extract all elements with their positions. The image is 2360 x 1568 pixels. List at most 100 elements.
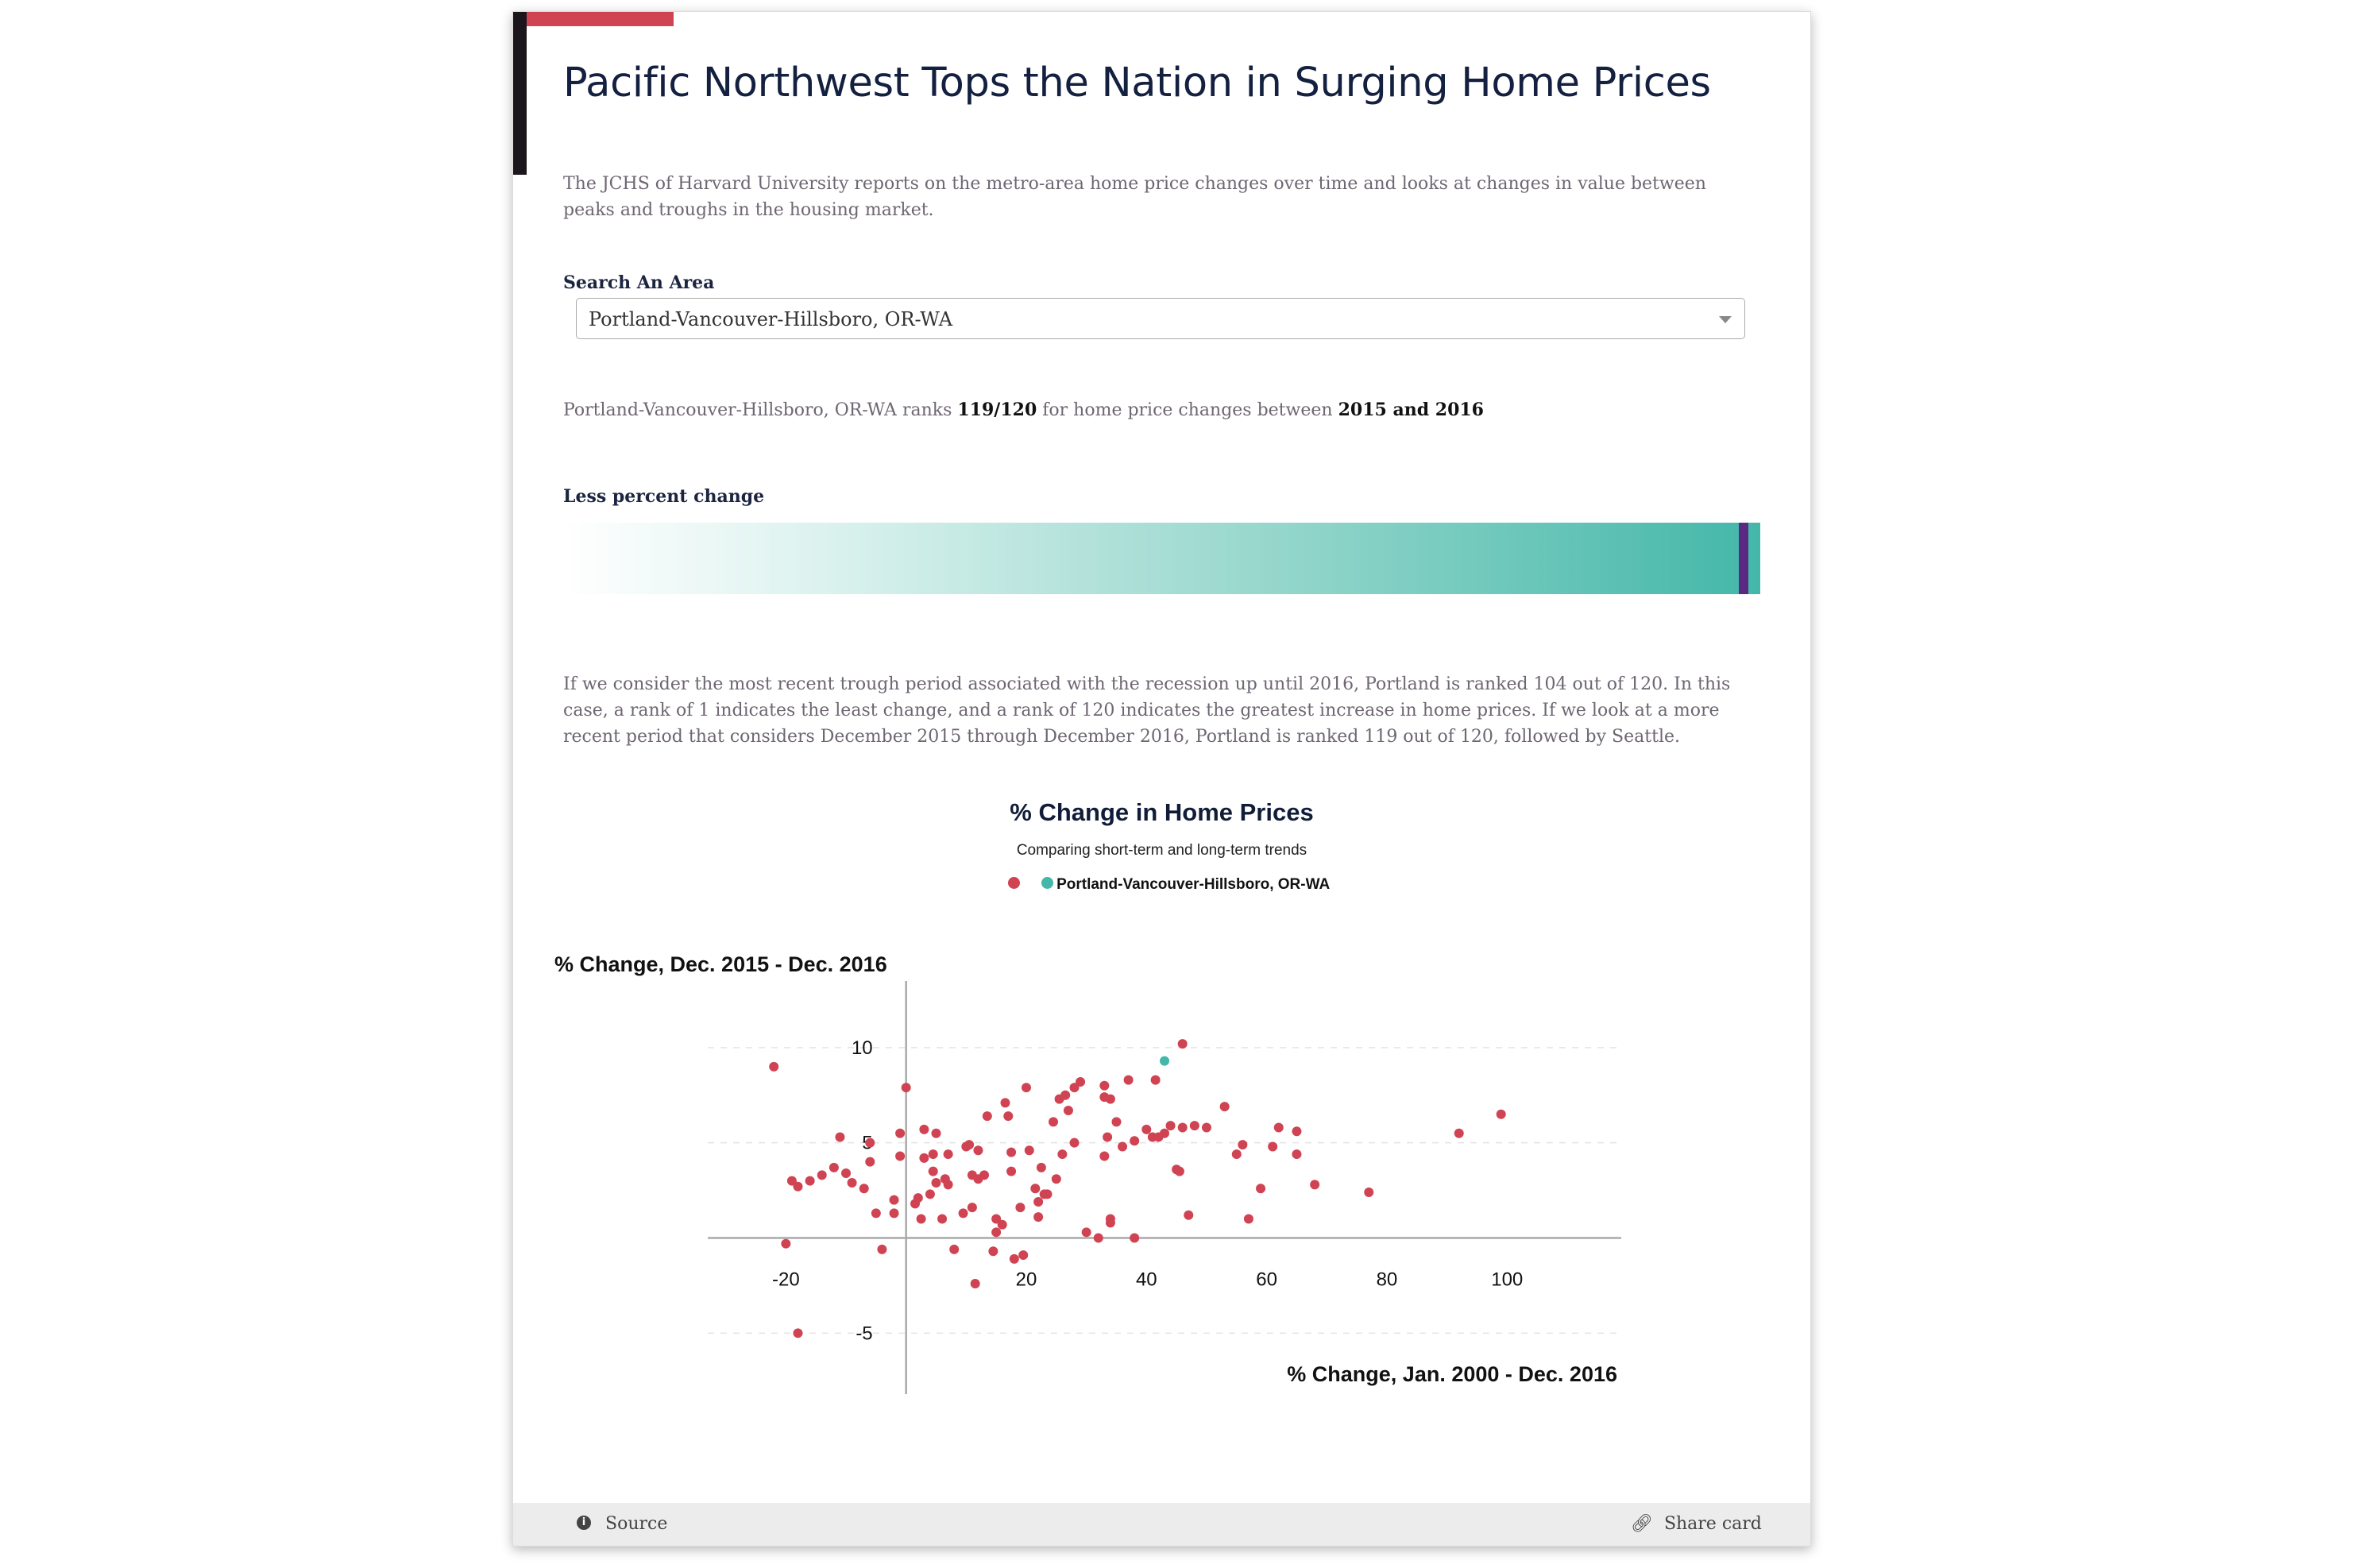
card-footer: i Source 🔗︎ Share card	[513, 1503, 1810, 1546]
gradient-bar-marker	[1739, 523, 1748, 594]
data-point	[937, 1214, 948, 1224]
chart-subtitle: Comparing short-term and long-term trend…	[1016, 842, 1307, 859]
data-point	[928, 1149, 938, 1160]
data-point	[979, 1170, 990, 1180]
rank-ranks-text: ranks	[902, 400, 952, 420]
data-point	[1030, 1184, 1041, 1194]
x-tick-label: 60	[1256, 1269, 1277, 1291]
data-point	[829, 1162, 839, 1172]
data-point	[964, 1140, 975, 1150]
data-point	[1292, 1126, 1302, 1137]
data-point	[1184, 1210, 1194, 1220]
data-point	[1057, 1149, 1068, 1160]
data-point	[865, 1137, 875, 1148]
data-point	[1111, 1117, 1122, 1127]
data-point	[1024, 1145, 1034, 1156]
data-point	[1174, 1166, 1184, 1176]
data-point	[1123, 1075, 1134, 1085]
data-point	[786, 1176, 797, 1186]
data-point	[1130, 1233, 1140, 1243]
data-point	[919, 1153, 929, 1163]
data-point	[1219, 1102, 1230, 1112]
source-label: Source	[605, 1514, 668, 1534]
y-axis-label: % Change, Dec. 2015 - Dec. 2016	[554, 952, 887, 976]
data-point	[1060, 1090, 1071, 1100]
data-point	[1099, 1080, 1110, 1091]
data-point	[895, 1128, 906, 1138]
data-point	[1238, 1140, 1248, 1150]
x-tick-label: -20	[772, 1269, 800, 1291]
info-icon: i	[577, 1516, 591, 1530]
data-point	[1015, 1203, 1025, 1213]
data-point	[1033, 1196, 1044, 1207]
data-point	[1177, 1039, 1188, 1049]
card-title: Pacific Northwest Tops the Nation in Sur…	[563, 60, 1711, 106]
data-point	[1141, 1124, 1152, 1134]
legend-dot-metros[interactable]	[1007, 877, 1020, 890]
data-point	[973, 1145, 983, 1156]
data-point	[847, 1178, 857, 1188]
data-point	[1000, 1098, 1010, 1108]
data-point	[1165, 1121, 1176, 1131]
chevron-down-icon[interactable]	[1719, 316, 1732, 323]
gradient-bar	[563, 523, 1760, 594]
data-point	[871, 1208, 881, 1218]
data-point	[1118, 1141, 1128, 1152]
data-point	[913, 1193, 923, 1203]
y-tick-label: -5	[856, 1323, 872, 1344]
data-point	[988, 1246, 998, 1257]
data-point	[1160, 1128, 1169, 1138]
data-point	[889, 1208, 899, 1218]
data-point	[967, 1203, 977, 1213]
data-point	[919, 1124, 929, 1134]
data-point	[901, 1083, 911, 1093]
data-point	[1006, 1147, 1017, 1157]
data-point	[1256, 1184, 1266, 1194]
data-point	[1003, 1111, 1014, 1122]
data-point	[1051, 1174, 1061, 1184]
y-tick-label: 10	[852, 1037, 873, 1059]
data-point	[1105, 1218, 1115, 1228]
data-point	[817, 1170, 827, 1180]
data-point	[1130, 1136, 1140, 1146]
data-point	[865, 1157, 875, 1167]
data-point	[895, 1151, 906, 1161]
legend-dot-portland[interactable]	[1041, 877, 1054, 890]
data-point	[781, 1238, 791, 1249]
data-point	[1150, 1075, 1161, 1085]
data-point	[1189, 1121, 1199, 1131]
data-point	[1018, 1250, 1029, 1261]
data-point	[1006, 1166, 1017, 1176]
data-point	[805, 1176, 815, 1186]
data-point	[1093, 1233, 1103, 1243]
x-tick-label: 80	[1377, 1269, 1398, 1291]
data-point	[1105, 1094, 1115, 1104]
data-point	[859, 1184, 869, 1194]
data-point	[1009, 1253, 1019, 1264]
chart-legend: Portland-Vancouver-Hillsboro, OR-WA	[513, 876, 1810, 894]
area-select[interactable]: Portland-Vancouver-Hillsboro, OR-WA	[576, 298, 1745, 339]
data-point	[1069, 1083, 1080, 1093]
rank-value: 119/120	[957, 400, 1037, 420]
data-point	[1063, 1105, 1073, 1115]
rank-line: Portland-Vancouver-Hillsboro, OR-WA rank…	[563, 400, 1484, 420]
x-tick-label: 20	[1016, 1269, 1037, 1291]
data-point	[793, 1328, 803, 1338]
data-point	[877, 1244, 887, 1254]
data-point	[1201, 1122, 1211, 1133]
share-card-button[interactable]: 🔗︎ Share card	[1631, 1514, 1762, 1534]
data-point	[925, 1189, 935, 1199]
data-point	[1292, 1149, 1302, 1160]
accent-dark-bar	[513, 12, 527, 175]
data-point	[943, 1180, 953, 1190]
data-point	[889, 1195, 899, 1205]
data-point	[1454, 1128, 1464, 1138]
rank-period: 2015 and 2016	[1338, 400, 1484, 420]
source-button[interactable]: i Source	[577, 1514, 667, 1534]
x-tick-label: 100	[1491, 1269, 1523, 1291]
highlight-point	[1160, 1056, 1169, 1066]
data-point	[1231, 1149, 1242, 1160]
data-point	[982, 1111, 992, 1122]
share-label: Share card	[1663, 1514, 1762, 1534]
